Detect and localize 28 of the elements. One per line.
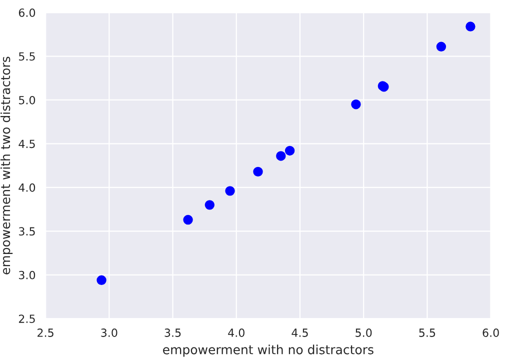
y-tick-label: 6.0	[18, 8, 36, 17]
point	[183, 214, 193, 225]
point	[204, 200, 215, 210]
point	[225, 186, 235, 196]
point	[466, 22, 476, 32]
point	[351, 99, 361, 110]
x-tick-label: 4.0	[228, 328, 244, 337]
y-tick-label: 3.0	[18, 270, 36, 280]
y-axis-title: empowerment with two distractors	[0, 56, 13, 274]
y-tick-label: 5.5	[19, 52, 35, 61]
x-tick-label: 6.0	[482, 328, 499, 337]
x-tick-label: 3.5	[164, 328, 181, 337]
point	[96, 275, 106, 285]
y-tick-label: 3.5	[18, 227, 35, 236]
x-tick-label: 5.0	[356, 328, 372, 337]
x-axis-title: empowerment with no distractors	[163, 344, 374, 357]
point	[276, 151, 286, 161]
x-tick-label: 2.5	[38, 328, 54, 337]
y-tick-label: 2.5	[18, 314, 35, 323]
y-tick-label: 4.5	[18, 140, 35, 148]
x-tick-label: 4.5	[292, 328, 308, 337]
point	[284, 146, 295, 156]
x-tick-label: 5.5	[419, 328, 436, 337]
point	[253, 166, 263, 177]
point	[436, 42, 446, 52]
y-tick-label: 4.0	[18, 183, 36, 192]
x-tick-label: 3.0	[101, 328, 118, 337]
y-tick-label: 5.0	[19, 96, 36, 104]
